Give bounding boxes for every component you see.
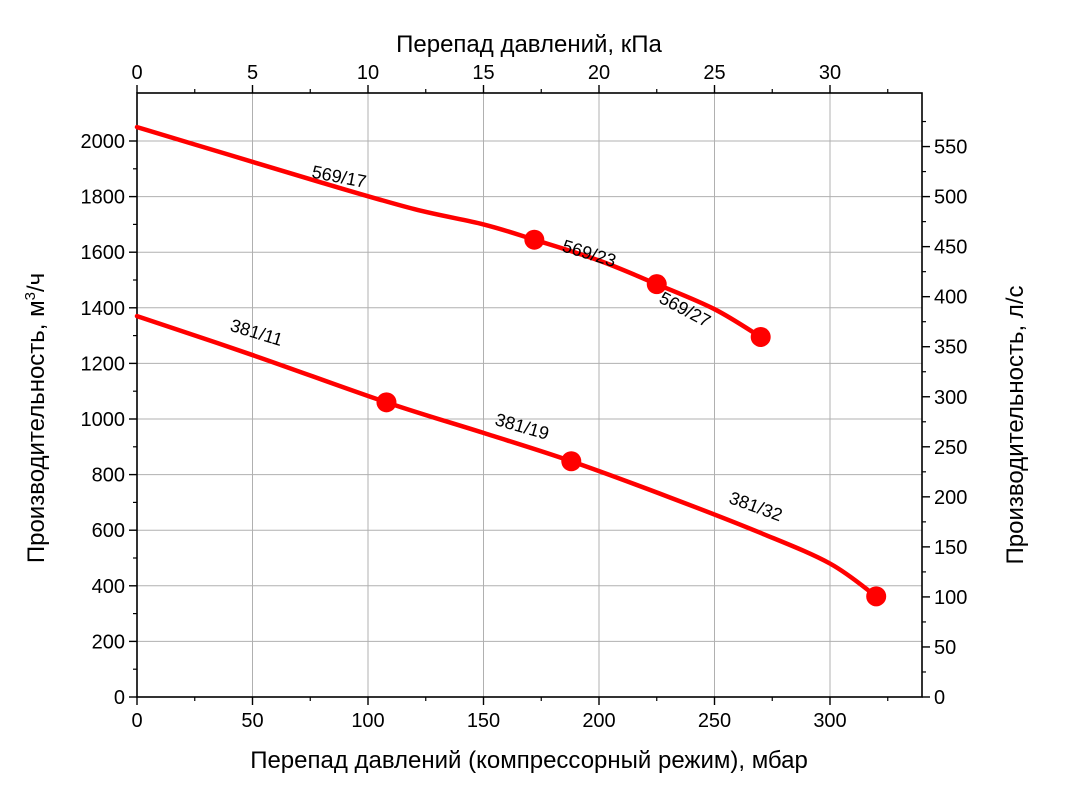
y-tick-label-right: 500 [934,187,967,209]
x-tick-label-bottom: 150 [467,710,500,732]
y-axis-title-left-tail: /ч [23,273,50,292]
y-tick-label-left: 0 [114,687,125,709]
plot-frame [136,92,923,698]
x-tick-label-bottom: 250 [698,710,731,732]
series [134,124,887,607]
series-marker [866,586,887,607]
y-tick-label-left: 1000 [81,409,126,431]
curve-label: 381/11 [228,315,285,350]
y-tick-label-right: 250 [934,437,967,459]
series-marker [524,229,545,250]
x-axis-title-top: Перепад давлений, кПа [396,31,662,58]
x-tick-label-top: 15 [472,62,494,84]
axes [136,92,923,698]
series-marker [646,274,667,295]
y-tick-label-left: 400 [92,576,125,598]
curve-label: 381/32 [727,488,786,526]
x-tick-label-top: 25 [703,62,725,84]
x-tick-label-bottom: 50 [241,710,263,732]
y-tick-label-left: 200 [92,631,125,653]
x-tick-label-bottom: 0 [131,710,142,732]
y-axis-title-left-text: Производительность, м [23,300,50,563]
x-tick-label-bottom: 200 [582,710,615,732]
y-tick-label-right: 200 [934,487,967,509]
y-tick-label-right: 400 [934,287,967,309]
y-axis-title-left: Производительность, м3/ч [22,273,50,563]
x-tick-label-top: 10 [357,62,379,84]
y-tick-label-right: 350 [934,337,967,359]
y-tick-label-left: 1600 [81,242,126,264]
y-tick-label-right: 550 [934,137,967,159]
series-marker [750,326,771,347]
y-tick-label-left: 1800 [81,187,126,209]
y-tick-label-left: 600 [92,520,125,542]
x-tick-label-top: 0 [131,62,142,84]
y-tick-label-left: 2000 [81,131,126,153]
x-axis-title-bottom: Перепад давлений (компрессорный режим), … [250,747,808,774]
curve-label: 569/23 [560,236,619,271]
y-tick-label-left: 800 [92,465,125,487]
y-tick-label-right: 150 [934,537,967,559]
series-marker [376,392,397,413]
x-tick-label-bottom: 100 [351,710,384,732]
y-tick-label-left: 1200 [81,353,126,375]
x-tick-label-top: 5 [247,62,258,84]
x-tick-label-top: 20 [588,62,610,84]
y-axis-title-left-sup: 3 [22,292,39,300]
y-tick-label-right: 450 [934,237,967,259]
series-line-0 [134,124,763,340]
y-tick-label-right: 300 [934,387,967,409]
y-tick-label-right: 0 [934,687,945,709]
x-tick-label-top: 30 [819,62,841,84]
y-tick-label-right: 100 [934,587,967,609]
series-marker [561,451,582,472]
y-tick-label-right: 50 [934,637,956,659]
y-axis-title-right: Производительность, л/с [1002,286,1029,565]
y-tick-label-left: 1400 [81,298,126,320]
series-line-1 [134,313,879,599]
grid [137,93,922,697]
x-tick-label-bottom: 300 [813,710,846,732]
